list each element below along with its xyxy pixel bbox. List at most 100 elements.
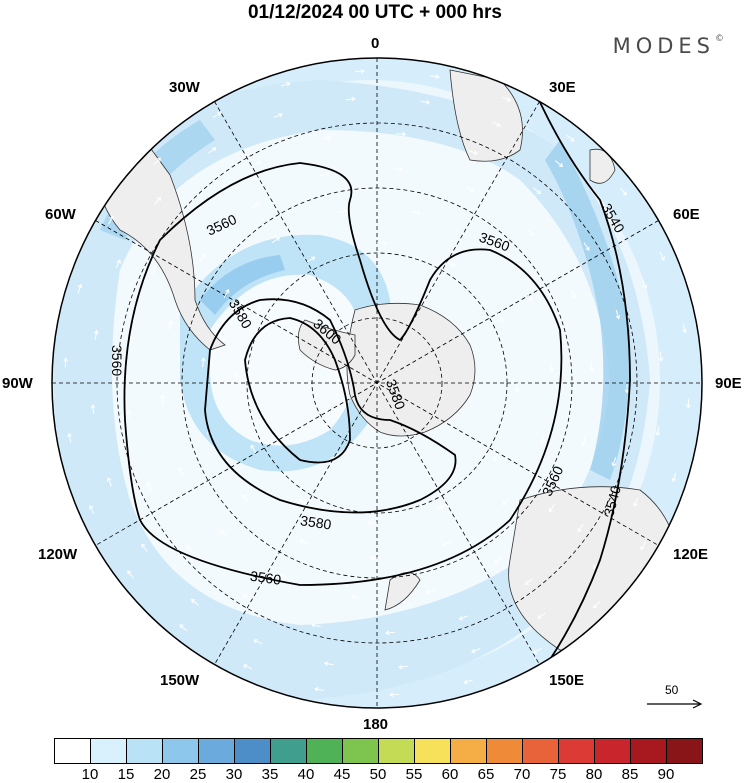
contour-label: 3540 bbox=[600, 484, 624, 518]
contour-3580 bbox=[204, 298, 457, 514]
colorbar-swatch bbox=[486, 738, 523, 764]
wind-arrow bbox=[532, 647, 542, 654]
colorbar-tick-label: 80 bbox=[585, 766, 603, 783]
wind-arrow bbox=[106, 477, 112, 487]
wind-arrow bbox=[446, 261, 456, 267]
colorbar-swatch bbox=[54, 738, 91, 764]
colorbar-swatch bbox=[234, 738, 271, 764]
wind-arrow bbox=[685, 398, 691, 409]
wind-arrow bbox=[323, 661, 334, 667]
wind-arrow bbox=[468, 150, 479, 156]
wind-arrow bbox=[658, 351, 664, 362]
wind-arrow bbox=[369, 555, 380, 561]
wind-arrow bbox=[306, 256, 316, 263]
wind-arrow bbox=[566, 135, 575, 142]
wind-arrow bbox=[589, 361, 594, 372]
contour-label: 3560 bbox=[109, 345, 125, 376]
colorbar-tick-label: 20 bbox=[153, 766, 171, 783]
wind-arrow bbox=[279, 574, 289, 580]
colorbar-swatch bbox=[594, 738, 631, 764]
colorbar bbox=[54, 738, 703, 764]
colorbar-tick-label: 40 bbox=[297, 766, 315, 783]
colorbar-swatch bbox=[342, 738, 379, 764]
wind-arrow bbox=[234, 373, 240, 383]
colorbar-tick-label: 60 bbox=[441, 766, 459, 783]
wind-arrow bbox=[321, 135, 332, 141]
wind-arrow bbox=[212, 112, 222, 119]
wind-arrow bbox=[537, 612, 546, 619]
contour-label: 3560 bbox=[249, 568, 282, 588]
wind-arrow bbox=[199, 253, 206, 262]
wind-arrow bbox=[494, 557, 503, 564]
reference-vector-arrow bbox=[647, 699, 703, 709]
wind-arrow bbox=[63, 357, 69, 368]
colorbar-swatch bbox=[414, 738, 451, 764]
wind-arrow bbox=[107, 215, 114, 225]
colorbar-swatch bbox=[162, 738, 199, 764]
colorbar-tick-label: 50 bbox=[369, 766, 387, 783]
wind-arrow bbox=[318, 171, 329, 177]
wind-arrow bbox=[377, 240, 387, 246]
colorbar-tick-label: 85 bbox=[621, 766, 639, 783]
antarctica bbox=[346, 302, 476, 437]
wind-arrow bbox=[410, 210, 421, 215]
lon-label-150e: 150E bbox=[549, 672, 585, 689]
colorbar-tick-label: 55 bbox=[405, 766, 423, 783]
wind-arrow bbox=[501, 96, 512, 102]
colorbar-tick-label: 30 bbox=[225, 766, 243, 783]
colorbar-tick-label: 75 bbox=[549, 766, 567, 783]
wind-arrow bbox=[532, 187, 542, 195]
wind-arrow bbox=[458, 615, 468, 621]
colorbar-swatch bbox=[666, 738, 703, 764]
wind-arrow bbox=[77, 283, 83, 294]
wind-arrow bbox=[577, 524, 584, 533]
wind-arrow bbox=[271, 236, 281, 244]
colorbar-swatch bbox=[90, 738, 127, 764]
wind-arrow bbox=[242, 664, 253, 670]
colorbar-tick-label: 65 bbox=[477, 766, 495, 783]
wind-arrow bbox=[420, 99, 431, 105]
reference-vector-label: 50 bbox=[665, 683, 679, 697]
wind-arrow bbox=[477, 239, 486, 246]
colorbar-swatch bbox=[630, 738, 667, 764]
contour-3600 bbox=[244, 317, 351, 464]
colorbar-tick-label: 45 bbox=[333, 766, 351, 783]
wind-vectors bbox=[63, 68, 691, 698]
colorbar-tick-label: 70 bbox=[513, 766, 531, 783]
wind-arrow bbox=[141, 543, 148, 552]
wind-arrow bbox=[241, 494, 249, 503]
lon-label-90e: 90E bbox=[715, 375, 742, 392]
lon-label-30w: 30W bbox=[169, 79, 200, 96]
wind-arrow bbox=[67, 432, 72, 443]
wind-arrow bbox=[548, 504, 555, 513]
lon-label-120e: 120E bbox=[673, 546, 709, 563]
wind-arrow bbox=[151, 265, 157, 275]
wind-arrow bbox=[93, 329, 99, 340]
wind-arrow bbox=[655, 426, 661, 437]
wind-arrow bbox=[396, 131, 407, 137]
height-contours bbox=[123, 79, 631, 701]
contour-label: 3580 bbox=[299, 512, 332, 532]
wind-arrow bbox=[179, 624, 188, 631]
wind-arrow bbox=[160, 394, 165, 405]
wind-arrow bbox=[502, 497, 510, 506]
colorbar-swatch bbox=[126, 738, 163, 764]
africa bbox=[449, 69, 523, 162]
wind-arrow bbox=[491, 121, 501, 127]
colorbar-tick-label: 10 bbox=[81, 766, 99, 783]
lon-label-60e: 60E bbox=[673, 206, 700, 223]
wind-arrow bbox=[527, 228, 535, 237]
wind-arrow bbox=[223, 289, 230, 298]
lon-label-30e: 30E bbox=[549, 79, 576, 96]
contour-3560-outer bbox=[123, 162, 563, 586]
wind-arrow bbox=[493, 452, 499, 462]
wind-arrow bbox=[298, 539, 309, 545]
wind-arrow bbox=[115, 259, 121, 269]
contour-3540 bbox=[519, 79, 631, 701]
wind-arrow bbox=[524, 578, 533, 585]
madagascar bbox=[589, 148, 616, 184]
colorbar-swatch bbox=[450, 738, 487, 764]
wind-arrow bbox=[611, 457, 617, 467]
wind-arrow bbox=[250, 444, 257, 454]
